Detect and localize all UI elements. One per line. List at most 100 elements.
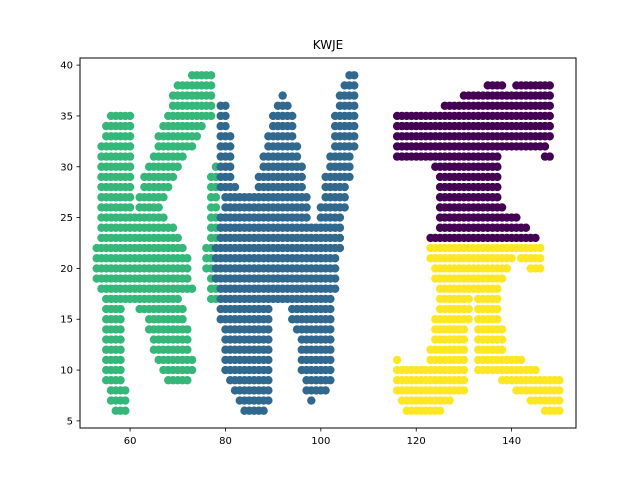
data-point: [512, 213, 521, 222]
series-w: [211, 71, 359, 415]
data-point: [326, 355, 335, 365]
data-point: [264, 365, 273, 375]
data-point: [178, 243, 187, 253]
data-point: [183, 325, 192, 334]
data-point: [555, 376, 564, 385]
data-point: [206, 101, 216, 110]
y-axis: 5 10 15 20 25 30 35 40: [60, 61, 80, 427]
data-point: [545, 111, 554, 121]
y-tick-label: 35: [60, 111, 73, 122]
data-point: [493, 152, 502, 161]
data-point: [159, 193, 168, 202]
data-point: [497, 345, 507, 354]
data-point: [493, 304, 502, 314]
data-point: [545, 91, 554, 100]
data-point: [326, 335, 335, 344]
data-point: [121, 406, 130, 415]
data-point: [521, 223, 531, 232]
x-axis: 60 80 100 120 140: [124, 428, 521, 447]
data-point: [459, 335, 469, 344]
data-point: [493, 284, 502, 293]
data-point: [326, 365, 335, 375]
data-point: [125, 193, 135, 202]
data-point: [459, 376, 469, 385]
data-point: [326, 345, 335, 354]
data-point: [288, 132, 297, 141]
data-point: [125, 172, 135, 182]
data-point: [345, 172, 354, 182]
chart-title: KWJE: [313, 38, 343, 52]
data-point: [264, 376, 273, 385]
data-point: [278, 91, 287, 100]
data-point: [326, 325, 335, 334]
data-point: [116, 335, 125, 344]
data-point: [545, 132, 554, 141]
data-point: [297, 162, 306, 171]
data-point: [116, 345, 125, 354]
data-point: [264, 355, 273, 365]
data-point: [259, 406, 268, 415]
data-point: [264, 325, 273, 334]
data-point: [226, 142, 235, 151]
data-point: [197, 121, 206, 131]
data-point: [116, 376, 125, 385]
data-point: [178, 152, 187, 161]
data-point: [459, 386, 469, 395]
data-point: [125, 121, 135, 131]
data-point: [330, 264, 340, 273]
data-point: [493, 162, 502, 171]
data-point: [211, 193, 221, 202]
data-point: [326, 376, 335, 385]
data-point: [288, 121, 297, 131]
data-point: [350, 71, 359, 80]
data-point: [183, 335, 192, 344]
data-point: [531, 233, 540, 243]
data-point: [116, 355, 125, 365]
data-point: [221, 121, 230, 131]
x-tick-label: 60: [124, 436, 137, 447]
data-point: [345, 162, 354, 171]
data-point: [459, 345, 469, 354]
data-point: [340, 203, 349, 212]
data-point: [302, 213, 311, 222]
data-point: [536, 264, 545, 273]
data-point: [173, 233, 182, 243]
data-point: [125, 182, 135, 192]
data-point: [116, 325, 125, 334]
data-point: [125, 162, 135, 171]
x-tick-label: 80: [219, 436, 232, 447]
data-point: [206, 91, 216, 100]
data-point: [264, 304, 273, 314]
data-point: [555, 386, 564, 395]
data-point: [302, 203, 311, 212]
data-point: [206, 81, 216, 90]
data-point: [502, 264, 512, 273]
series-j-top: [392, 81, 554, 243]
data-point: [340, 182, 349, 192]
data-point: [230, 182, 240, 192]
data-point: [297, 172, 306, 182]
data-point: [226, 132, 235, 141]
data-point: [330, 284, 340, 293]
data-point: [335, 233, 345, 243]
data-point: [187, 365, 197, 375]
data-point: [350, 121, 359, 131]
data-point: [187, 355, 197, 365]
data-point: [516, 355, 526, 365]
data-point: [350, 142, 359, 151]
data-point: [335, 243, 345, 253]
data-point: [307, 396, 316, 405]
data-point: [187, 142, 197, 151]
data-point: [340, 193, 349, 202]
data-point: [116, 365, 125, 375]
y-tick-label: 15: [60, 315, 73, 326]
plot-frame: [79, 57, 577, 429]
data-point: [264, 396, 273, 405]
data-point: [125, 132, 135, 141]
data-point: [173, 294, 182, 304]
data-point: [125, 142, 135, 151]
data-point: [183, 345, 192, 354]
x-tick-label: 120: [407, 436, 426, 447]
y-tick-label: 10: [60, 366, 73, 377]
data-point: [292, 152, 302, 161]
